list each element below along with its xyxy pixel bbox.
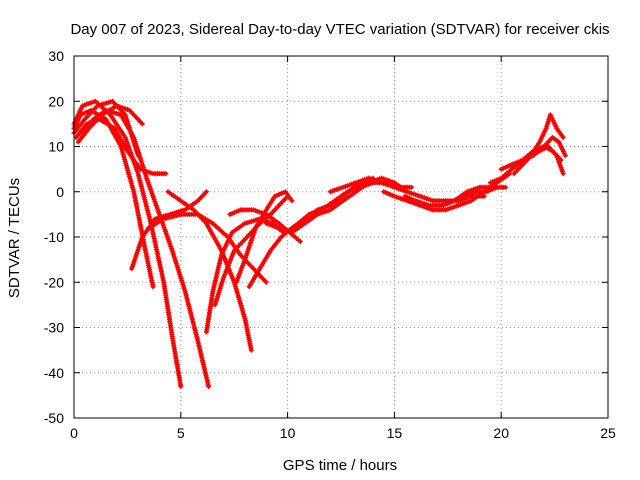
y-tick-label: 30 bbox=[48, 48, 64, 64]
data-point bbox=[494, 184, 500, 190]
chart-title: Day 007 of 2023, Sidereal Day-to-day VTE… bbox=[70, 21, 609, 38]
data-point bbox=[502, 184, 508, 190]
data-point bbox=[560, 171, 566, 177]
data-point bbox=[560, 134, 566, 140]
x-tick-label: 5 bbox=[177, 425, 185, 441]
y-tick-label: 20 bbox=[48, 93, 64, 109]
axis-ticks: 0 5 10 15 20 25 -50 -40 -30 -20 -10 0 10 20 30 bbox=[44, 48, 616, 441]
y-tick-label: -40 bbox=[44, 365, 64, 381]
data-points bbox=[71, 98, 568, 389]
data-point bbox=[263, 279, 269, 285]
data-point bbox=[248, 347, 254, 353]
data-point bbox=[481, 193, 487, 199]
series-arc-8 bbox=[165, 189, 254, 353]
data-point bbox=[289, 198, 295, 204]
series-arc-13 bbox=[233, 189, 295, 285]
data-point bbox=[562, 153, 568, 159]
x-tick-label: 15 bbox=[387, 425, 403, 441]
x-tick-label: 10 bbox=[280, 425, 296, 441]
data-point bbox=[150, 284, 156, 290]
series-arc-24 bbox=[520, 144, 566, 177]
y-tick-label: -20 bbox=[44, 274, 64, 290]
y-axis-label: SDTVAR / TECUs bbox=[6, 178, 23, 298]
series-arc-20 bbox=[441, 184, 500, 208]
data-point bbox=[206, 383, 212, 389]
x-axis-label: GPS time / hours bbox=[283, 457, 397, 474]
data-point bbox=[408, 184, 414, 190]
y-tick-label: -10 bbox=[44, 229, 64, 245]
data-point bbox=[203, 189, 209, 195]
y-tick-label: -50 bbox=[44, 410, 64, 426]
x-tick-label: 25 bbox=[600, 425, 616, 441]
data-point bbox=[178, 383, 184, 389]
x-tick-label: 20 bbox=[493, 425, 509, 441]
series-arc-6 bbox=[75, 103, 145, 145]
y-tick-label: 0 bbox=[56, 184, 64, 200]
data-point bbox=[139, 121, 145, 127]
data-point bbox=[297, 239, 303, 245]
y-tick-label: 10 bbox=[48, 139, 64, 155]
x-tick-label: 0 bbox=[70, 425, 78, 441]
y-tick-label: -30 bbox=[44, 320, 64, 336]
series-arc-11 bbox=[146, 211, 269, 285]
data-point bbox=[163, 171, 169, 177]
